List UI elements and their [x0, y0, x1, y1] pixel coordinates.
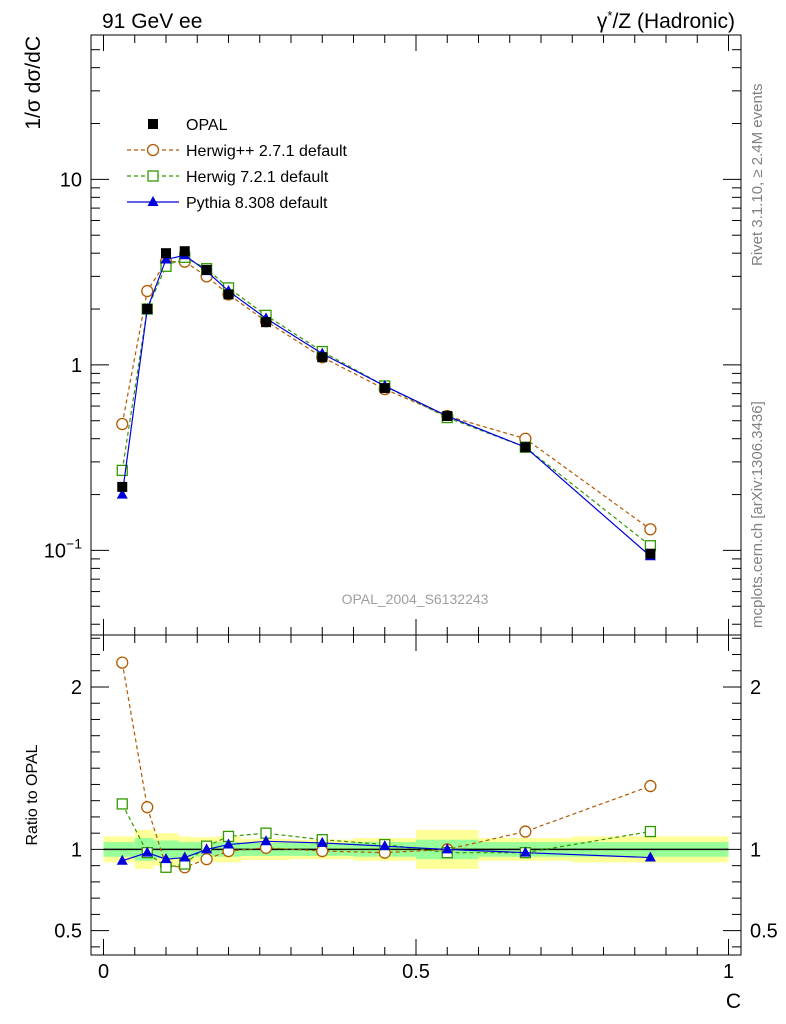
ratio-y-tick-label-left: 0.5 [54, 921, 82, 943]
ratio-series-pythia [116, 835, 656, 865]
main-point-data [261, 317, 271, 328]
ratio-point-herwigpp [316, 844, 329, 858]
ratio-point-herwigpp [644, 779, 657, 793]
ratio-line-pythia [122, 840, 651, 862]
main-line-herwig7 [121, 256, 651, 547]
main-series-pythia [116, 249, 656, 561]
rivet-version-label: Rivet 3.1.10, ≥ 2.4M events [749, 84, 766, 267]
ratio-point-herwigpp [200, 853, 213, 866]
main-point-herwigpp [116, 417, 129, 431]
ratio-point-pythia [223, 838, 234, 849]
legend-label-herwig7: Herwig 7.2.1 default [186, 169, 329, 186]
ratio-point-pythia [379, 840, 391, 851]
legend: OPAL Herwig++ 2.7.1 default Herwig 7.2.1 d… [127, 117, 348, 212]
legend-item-herwig7: Herwig 7.2.1 default [127, 169, 329, 186]
legend-marker-herwigpp [146, 143, 160, 157]
ratio-y-tick-label-right: 2 [750, 677, 761, 699]
main-y-tick-label: 1 [71, 355, 82, 377]
main-point-data [117, 481, 128, 492]
tick-label-exponent: −1 [66, 535, 82, 551]
ratio-y-tick-label-left: 2 [71, 677, 82, 699]
ratio-point-herwigpp [141, 801, 154, 814]
main-y-axis-label: 1/σ dσ/dC [22, 36, 45, 130]
ratio-point-pythia [179, 851, 191, 862]
legend-marker-herwig7 [147, 170, 159, 182]
ratio-point-pythia [644, 851, 656, 862]
main-y-ticks [91, 34, 741, 635]
main-series-herwigpp [116, 255, 657, 536]
ratio-ticks [91, 635, 741, 955]
main-point-pythia [116, 488, 128, 499]
ratio-line-herwig7 [121, 803, 651, 868]
main-series-group [116, 246, 657, 561]
legend-marker-pythia [147, 196, 159, 206]
ratio-point-pythia [260, 835, 272, 846]
header-left: 91 GeV ee [102, 10, 202, 33]
ratio-y-tick-label-right: 0.5 [750, 921, 778, 943]
main-point-data [645, 548, 656, 559]
ratio-point-herwig7 [644, 825, 657, 838]
ratio-point-pythia [116, 854, 128, 865]
ratio-point-pythia [316, 836, 328, 847]
x-tick-label: 0.5 [402, 961, 430, 983]
mcplots-label: mcplots.cern.ch [arXiv:1306.3436] [749, 401, 766, 628]
main-series-herwig7 [116, 251, 657, 552]
tick-label-base: 10 [44, 540, 66, 562]
main-point-herwig7 [116, 464, 128, 477]
main-point-data [161, 248, 171, 259]
header-right: γ*/Z (Hadronic) [597, 8, 735, 33]
ratio-point-pythia [160, 853, 172, 864]
ratio-plot-frame [90, 634, 742, 956]
ratio-point-herwig7 [116, 798, 128, 810]
main-point-data [201, 264, 212, 275]
legend-marker-data [148, 119, 158, 129]
x-axis-label: C [726, 990, 741, 1013]
ratio-y-tick-label-left: 1 [71, 839, 82, 861]
main-line-herwigpp [121, 261, 651, 530]
ratio-point-pythia [201, 843, 213, 854]
ratio-point-pythia [519, 846, 531, 857]
main-point-data [142, 304, 153, 315]
ratio-point-pythia [141, 846, 153, 857]
main-series-data [117, 246, 656, 559]
ratio-point-herwig7 [160, 861, 172, 873]
x-tick-label: 1 [723, 961, 734, 983]
watermark-label: OPAL_2004_S6132243 [342, 591, 489, 607]
ratio-point-herwigpp [519, 825, 532, 838]
ratio-tick-labels: 2 2 1 1 0.5 0.5 0 0.5 1 [54, 677, 778, 983]
legend-item-herwigpp: Herwig++ 2.7.1 default [127, 143, 348, 160]
main-point-data [223, 289, 234, 300]
ratio-point-pythia [441, 843, 453, 854]
legend-label-herwigpp: Herwig++ 2.7.1 default [186, 143, 348, 160]
ratio-point-herwigpp [116, 656, 129, 669]
main-point-herwigpp [141, 284, 154, 298]
x-tick-label: 0 [98, 961, 109, 983]
ratio-plot-panel: 2 2 1 1 0.5 0.5 0 0.5 1 Ratio to OPAL C [24, 634, 778, 1013]
main-y-tick-label: 10−1 [44, 535, 82, 562]
ratio-y-axis-label: Ratio to OPAL [24, 744, 41, 845]
main-point-data [379, 383, 390, 394]
main-point-data [179, 246, 190, 257]
ratio-y-tick-label-right: 1 [750, 839, 761, 861]
main-point-data [442, 411, 453, 422]
legend-item-data: OPAL [148, 117, 228, 134]
main-line-pythia [121, 254, 651, 557]
ratio-series-group [116, 656, 657, 874]
legend-label-pythia: Pythia 8.308 default [186, 195, 328, 212]
legend-item-pythia: Pythia 8.308 default [127, 195, 328, 212]
main-point-herwigpp [644, 523, 657, 536]
main-point-pythia [160, 253, 172, 264]
main-point-data [520, 442, 531, 453]
main-y-tick-label: 10 [60, 169, 82, 191]
legend-label-data: OPAL [186, 117, 228, 134]
ratio-line-herwigpp [121, 662, 651, 868]
main-point-data [317, 352, 328, 363]
